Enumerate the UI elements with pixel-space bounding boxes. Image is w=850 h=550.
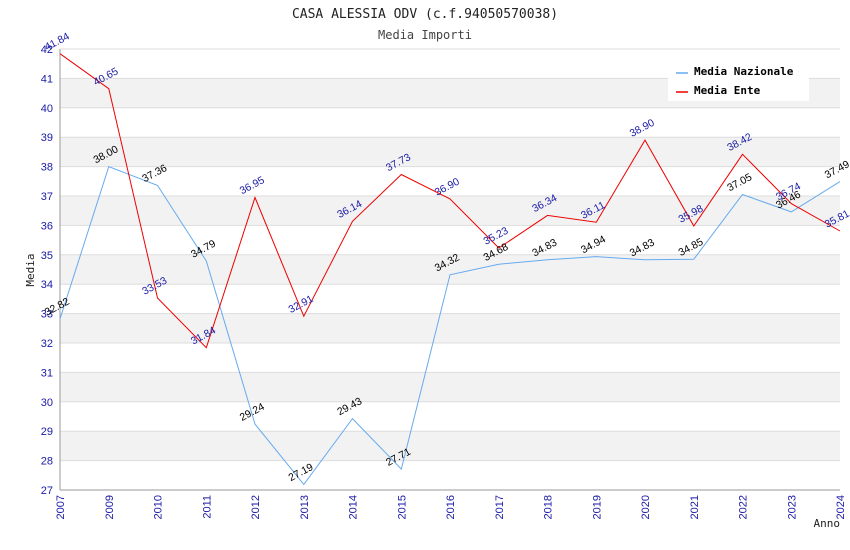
- chart-title: CASA ALESSIA ODV (c.f.94050570038): [292, 7, 558, 22]
- x-tick-labels: 2007 2009 2010 2011 2012 2013 2014 2015 2016 2017…: [55, 495, 847, 519]
- series-line-media-ente: [59, 53, 841, 349]
- x-tick-label: 2012: [250, 495, 262, 519]
- y-tick-label: 34: [41, 279, 53, 291]
- x-tick-label: 2020: [640, 495, 652, 519]
- x-tick-label: 2019: [591, 495, 603, 519]
- data-label: 34.94: [579, 233, 608, 256]
- y-tick-label: 31: [41, 367, 53, 379]
- data-label: 37.05: [725, 171, 754, 194]
- y-tick-label: 38: [41, 162, 53, 174]
- data-label: 29.24: [238, 401, 267, 424]
- legend-box: [668, 60, 809, 101]
- x-tick-label: 2009: [104, 495, 116, 519]
- x-tick-label: 2015: [396, 495, 408, 519]
- data-label: 32.91: [287, 293, 316, 316]
- series-line-media-nazionale: [59, 165, 841, 486]
- x-tick-label: 2021: [689, 495, 701, 519]
- y-tick-label: 30: [41, 397, 53, 409]
- x-tick-label: 2014: [348, 495, 360, 519]
- x-tick-label: 2022: [738, 495, 750, 519]
- y-tick-label: 29: [41, 426, 53, 438]
- y-tick-label: 40: [41, 103, 53, 115]
- x-tick-label: 2007: [55, 495, 67, 519]
- legend-label-media-ente: Media Ente: [694, 84, 761, 97]
- x-axis-label: Anno: [814, 517, 841, 530]
- grid-band: [60, 431, 840, 461]
- legend-label-media-nazionale: Media Nazionale: [694, 65, 794, 78]
- x-tick-label: 2017: [494, 495, 506, 519]
- y-tick-label: 28: [41, 456, 53, 468]
- grid-band: [60, 313, 840, 343]
- legend: Media Nazionale Media Ente: [668, 60, 809, 101]
- y-tick-label: 39: [41, 132, 53, 144]
- y-tick-label: 35: [41, 250, 53, 262]
- y-tick-label: 33: [41, 309, 53, 321]
- data-label: 38.90: [628, 117, 657, 140]
- grid-bands: [60, 78, 840, 461]
- grid-band: [60, 196, 840, 226]
- data-label: 36.90: [433, 176, 462, 199]
- x-tick-label: 2018: [543, 495, 555, 519]
- y-tick-label: 27: [41, 485, 53, 497]
- x-tick-label: 2024: [835, 495, 847, 519]
- x-tick-label: 2010: [153, 495, 165, 519]
- y-tick-label: 42: [41, 44, 53, 56]
- data-label: 41.84: [43, 30, 72, 53]
- grid-band: [60, 137, 840, 167]
- x-tick-label: 2011: [201, 495, 213, 519]
- x-tick-label: 2013: [299, 495, 311, 519]
- x-tick-label: 2023: [786, 495, 798, 519]
- data-label: 36.95: [238, 174, 267, 197]
- y-tick-label: 41: [41, 73, 53, 85]
- y-tick-label: 32: [41, 338, 53, 350]
- x-tick-label: 2016: [445, 495, 457, 519]
- series-lines: [59, 53, 841, 486]
- y-tick-label: 36: [41, 220, 53, 232]
- y-tick-label: 37: [41, 191, 53, 203]
- y-tick-labels: 27 28 29 30 31 32 33 34 35 36 37 38 39 40 41 42: [41, 44, 53, 497]
- grid-band: [60, 254, 840, 285]
- y-axis-label: Media: [24, 253, 37, 286]
- chart-subtitle: Media Importi: [378, 28, 472, 42]
- grid-band: [60, 372, 840, 402]
